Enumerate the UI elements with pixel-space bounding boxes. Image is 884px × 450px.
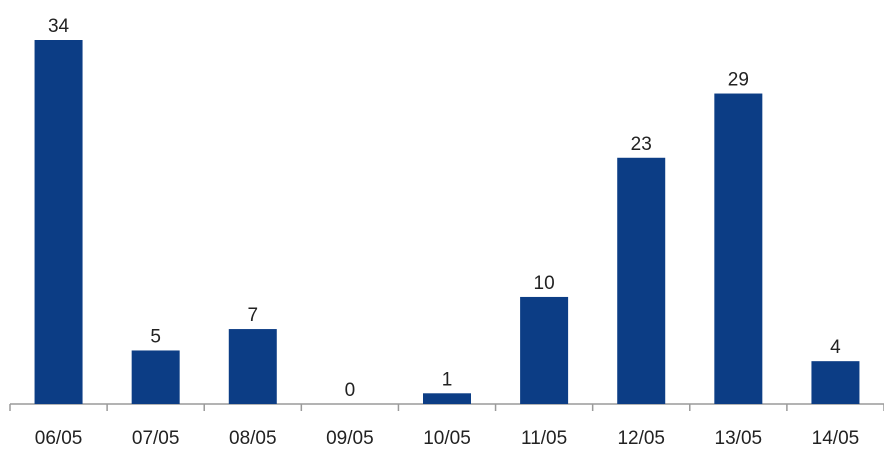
data-label-14/05: 4 [830,337,841,358]
x-tick-label-14/05: 14/05 [812,428,860,449]
data-label-12/05: 23 [631,134,652,155]
data-label-13/05: 29 [728,70,749,91]
bar-07/05 [131,350,180,404]
bar-13/05 [714,93,763,404]
bars-group [34,40,860,404]
bar-10/05 [423,393,471,404]
x-tick-label-11/05: 11/05 [521,428,567,449]
data-label-07/05: 5 [150,326,161,347]
x-tick-label-13/05: 13/05 [715,428,763,449]
x-tick-label-10/05: 10/05 [423,428,471,449]
data-label-06/05: 34 [48,16,70,37]
bar-11/05 [520,296,569,404]
x-tick-label-07/05: 07/05 [132,428,180,449]
data-label-08/05: 7 [247,305,258,326]
x-tick-label-06/05: 06/05 [35,428,83,449]
x-tick-label-09/05: 09/05 [326,428,374,449]
bar-08/05 [228,329,277,404]
data-label-10/05: 1 [442,369,453,390]
x-axis-ticks [9,404,884,411]
x-axis-labels-group: 06/05 07/05 08/05 09/05 10/05 11/05 12/05 13/05… [35,428,859,449]
x-tick-label-12/05: 12/05 [617,428,665,449]
x-tick-label-08/05: 08/05 [229,428,277,449]
bar-06/05 [34,40,83,404]
data-label-09/05: 0 [345,380,356,401]
data-label-11/05: 10 [534,273,555,294]
data-labels-group: 34 5 7 0 1 10 23 29 4 [48,16,841,401]
bar-14/05 [811,361,860,404]
bar-12/05 [617,157,666,404]
